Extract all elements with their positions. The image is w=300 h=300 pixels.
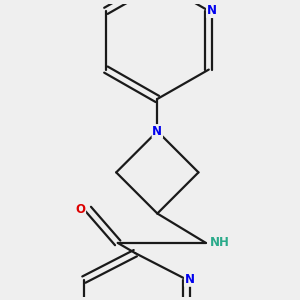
Text: O: O bbox=[75, 202, 85, 216]
Text: N: N bbox=[152, 125, 162, 138]
Text: NH: NH bbox=[210, 236, 230, 249]
Text: N: N bbox=[185, 273, 195, 286]
Text: N: N bbox=[207, 4, 217, 17]
